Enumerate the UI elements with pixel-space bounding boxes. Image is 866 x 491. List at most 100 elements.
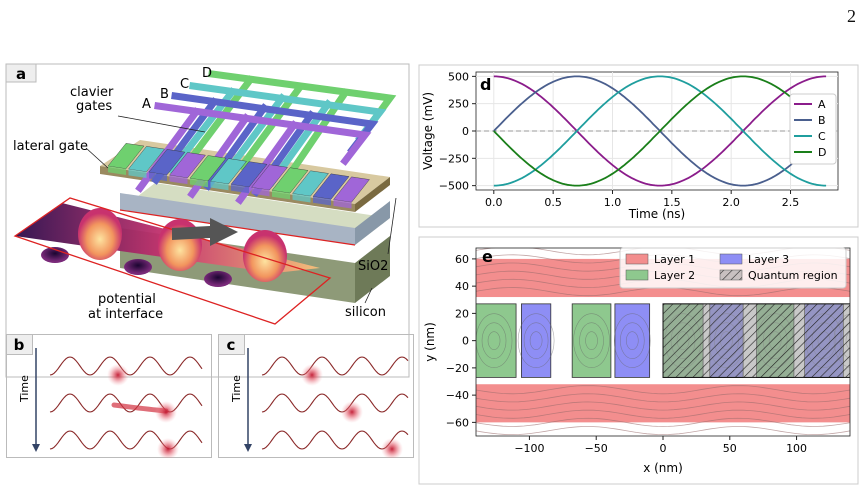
sio2-layer xyxy=(120,193,355,245)
page-number: 2 xyxy=(847,6,856,26)
x-tick-label: 2.5 xyxy=(782,196,800,209)
legend-label: Layer 2 xyxy=(654,269,695,282)
gate-finger-front xyxy=(128,169,147,179)
gate-finger xyxy=(128,146,165,172)
legend-box xyxy=(789,93,837,165)
clavier-gates-label: clavier xyxy=(70,85,114,100)
panel-e-chart: −100 −50 0 50 100 60 40 20 0 −20 −40 −60 Layer 1 Laye… xyxy=(418,236,859,485)
x-tick-label: 0.0 xyxy=(485,196,503,209)
contour-ring xyxy=(613,313,651,368)
panel-e-label: e xyxy=(482,247,493,266)
y-tick-label: −20 xyxy=(446,362,469,375)
gate-wire-d xyxy=(185,70,397,179)
contour-line xyxy=(476,409,850,419)
gate-rect-layer2 xyxy=(476,303,517,378)
gate-finger-front xyxy=(190,178,208,188)
contour-line xyxy=(476,385,850,395)
legend-swatch xyxy=(719,269,743,281)
gate-finger xyxy=(148,149,186,176)
x-tick-label: 2.0 xyxy=(722,196,740,209)
electron-glow xyxy=(301,364,323,386)
contour-ring xyxy=(585,331,598,350)
time-arrow-head-icon xyxy=(32,444,40,452)
gate-finger-front xyxy=(333,199,352,209)
gate-rect-layer3 xyxy=(521,303,552,378)
gate-finger xyxy=(107,143,145,169)
panel-b-waves xyxy=(49,356,203,458)
electron-glow xyxy=(107,364,129,386)
gate-finger-front xyxy=(231,184,249,194)
potential-label: at interface xyxy=(88,307,163,322)
lateral-gate-label: lateral gate xyxy=(13,139,88,154)
x-axis-label: Time (ns) xyxy=(628,207,685,221)
legend-label: D xyxy=(818,146,826,159)
legend-label: Layer 3 xyxy=(748,253,789,266)
gate-finger-front xyxy=(313,196,331,206)
gate-wire-c xyxy=(167,82,387,187)
y-tick-label: −60 xyxy=(446,416,469,429)
contour-ring xyxy=(619,322,645,359)
y-tick-label: 60 xyxy=(455,253,469,266)
gate-finger-front xyxy=(210,181,229,191)
x-tick-label: 100 xyxy=(786,442,807,455)
contour-ring xyxy=(625,331,639,350)
potential-wave xyxy=(261,393,409,413)
gate-finger xyxy=(210,158,247,185)
series-line-d xyxy=(493,75,827,187)
panel-a-label: a xyxy=(16,65,26,83)
gate-finger-front xyxy=(292,193,311,203)
gate-rect-layer2 xyxy=(571,303,612,378)
panel-c-label-box xyxy=(218,334,245,355)
contour-ring xyxy=(573,313,610,368)
y-tick-label: 500 xyxy=(448,70,469,83)
x-tick-label: 50 xyxy=(723,442,737,455)
contour-ring xyxy=(529,331,543,350)
legend-label: Layer 1 xyxy=(654,253,695,266)
lateral-gate-plate-side xyxy=(355,177,390,212)
electron-glow xyxy=(155,401,177,423)
potential-well xyxy=(41,247,69,263)
time-arrow-head-icon xyxy=(244,444,252,452)
legend-label: B xyxy=(818,114,826,127)
gate-letter-d: D xyxy=(202,66,212,81)
silicon-pointer xyxy=(364,287,373,304)
contour-ring xyxy=(579,322,604,359)
gate-letter-b: B xyxy=(160,87,169,102)
time-label: Time xyxy=(18,375,31,403)
x-tick-label: −50 xyxy=(585,442,608,455)
gate-finger-front xyxy=(251,187,270,197)
gate-wire-b xyxy=(151,92,379,197)
x-tick-label: 0 xyxy=(660,442,667,455)
motion-arrow-icon xyxy=(172,218,238,246)
gate-fingers xyxy=(107,143,370,209)
potential-bump xyxy=(78,208,122,260)
contour-line xyxy=(476,417,850,427)
gate-finger xyxy=(169,152,206,179)
panel-c-waves xyxy=(261,356,409,458)
gate-letter-a: A xyxy=(142,97,151,112)
y-tick-label: −40 xyxy=(446,389,469,402)
contour-ring xyxy=(523,322,549,359)
y-tick-label: 250 xyxy=(448,98,469,111)
potential-well xyxy=(124,259,152,275)
quantum-region xyxy=(662,303,850,378)
electron-glow xyxy=(157,438,179,458)
panel-b: b Time xyxy=(6,334,212,458)
potential-wave xyxy=(49,430,203,450)
legend-swatch xyxy=(719,253,743,265)
legend-swatch xyxy=(625,269,649,281)
sio2-label: SiO2 xyxy=(358,259,388,274)
panel-a-frame xyxy=(5,63,410,378)
y-tick-label: 40 xyxy=(455,280,469,293)
y-tick-label: −500 xyxy=(439,180,469,193)
legend-label: Quantum region xyxy=(748,269,838,282)
gate-finger-front xyxy=(169,175,188,185)
silicon-substrate-side xyxy=(355,236,390,303)
potential-label: potential xyxy=(98,292,156,307)
panel-a: a A B xyxy=(5,63,410,378)
potential-wave xyxy=(49,393,203,413)
silicon-label: silicon xyxy=(345,305,386,320)
panel-c-frame xyxy=(218,334,414,458)
panel-b-frame xyxy=(6,334,212,458)
